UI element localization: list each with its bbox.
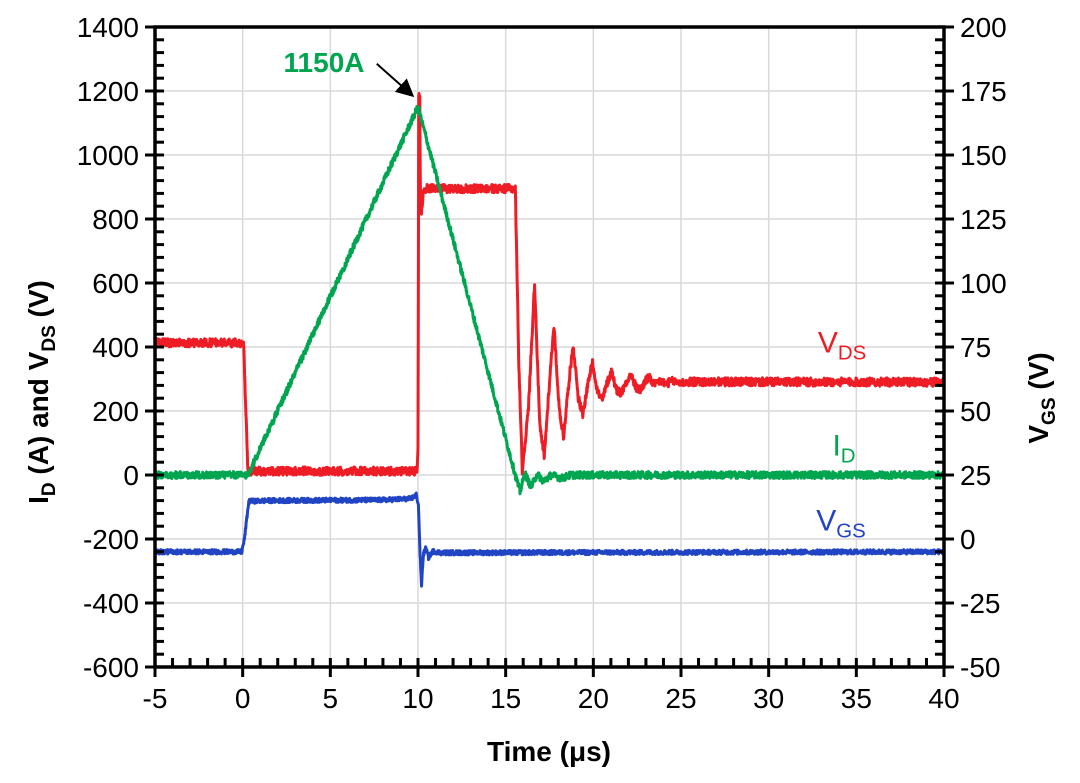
y-right-tick-label: 100 (960, 268, 1007, 299)
y-left-tick-label: 800 (92, 204, 139, 235)
x-tick-label: 10 (402, 683, 433, 714)
y-left-tick-label: -200 (83, 524, 139, 555)
x-tick-label: 15 (490, 683, 521, 714)
y-left-tick-label: 1000 (77, 140, 139, 171)
x-tick-label: -5 (143, 683, 168, 714)
y-left-title-text2: (A) and V (23, 351, 55, 483)
y-right-title-text: V (1023, 424, 1055, 444)
y-right-tick-label: 125 (960, 204, 1007, 235)
peak-annotation-label: 1150A (283, 47, 365, 78)
x-tick-label: 35 (841, 683, 872, 714)
y-right-title-text2: (V) (1023, 352, 1055, 398)
series-label-vds-main: V (817, 326, 838, 360)
y-right-tick-label: 25 (960, 460, 991, 491)
series-label-id-main: I (832, 429, 841, 463)
x-tick-label: 5 (323, 683, 339, 714)
x-tick-label: 40 (928, 683, 959, 714)
y-left-tick-label: 1200 (77, 76, 139, 107)
y-left-title-sub2: DS (38, 325, 60, 352)
y-left-title-text: I (23, 496, 55, 504)
x-tick-label: 0 (235, 683, 251, 714)
traces (155, 92, 944, 588)
x-tick-label: 30 (753, 683, 784, 714)
y-right-title-sub: GS (1038, 397, 1060, 425)
trace-v_ds (155, 92, 944, 477)
axis-ticks (145, 25, 954, 677)
y-right-tick-label: 50 (960, 396, 991, 427)
y-right-tick-label: 75 (960, 332, 991, 363)
series-label-id: ID (832, 430, 855, 469)
y-left-title-sub1: D (38, 482, 60, 497)
y-left-tick-label: 1400 (77, 12, 139, 43)
y-left-tick-label: 400 (92, 332, 139, 363)
series-label-vgs-main: V (816, 504, 837, 538)
y-left-tick-label: 600 (92, 268, 139, 299)
y-left-tick-label: 0 (123, 460, 139, 491)
trace-v_gs (155, 491, 944, 588)
y-left-tick-label: -600 (83, 652, 139, 683)
y-right-tick-label: -50 (960, 652, 1000, 683)
trace-i_d (155, 104, 944, 496)
y-right-tick-label: 200 (960, 12, 1007, 43)
series-label-vds-sub: DS (837, 342, 867, 365)
y-axis-left-title: ID (A) and VDS (V) (23, 280, 61, 504)
x-axis-title: Time (μs) (487, 736, 611, 768)
x-axis-title-text: Time (μs) (487, 736, 611, 767)
peak-annotation-arrow (376, 63, 415, 98)
series-label-vds: VDS (818, 327, 866, 366)
y-right-tick-label: 175 (960, 76, 1007, 107)
series-label-id-sub: D (840, 445, 856, 468)
y-axis-right-title: VGS (V) (1023, 352, 1061, 443)
y-left-tick-label: -400 (83, 588, 139, 619)
y-right-tick-label: 150 (960, 140, 1007, 171)
tick-labels: -5 0 5 10 15 20 25 30 35 40-600-400-2000200400600… (77, 12, 1007, 714)
x-tick-label: 25 (665, 683, 696, 714)
x-tick-label: 20 (578, 683, 609, 714)
y-left-tick-label: 200 (92, 396, 139, 427)
series-label-vgs-sub: GS (836, 520, 866, 543)
y-left-title-text3: (V) (23, 280, 55, 326)
y-right-tick-label: -25 (960, 588, 1000, 619)
series-label-vgs: VGS (816, 505, 865, 544)
y-right-tick-label: 0 (960, 524, 976, 555)
